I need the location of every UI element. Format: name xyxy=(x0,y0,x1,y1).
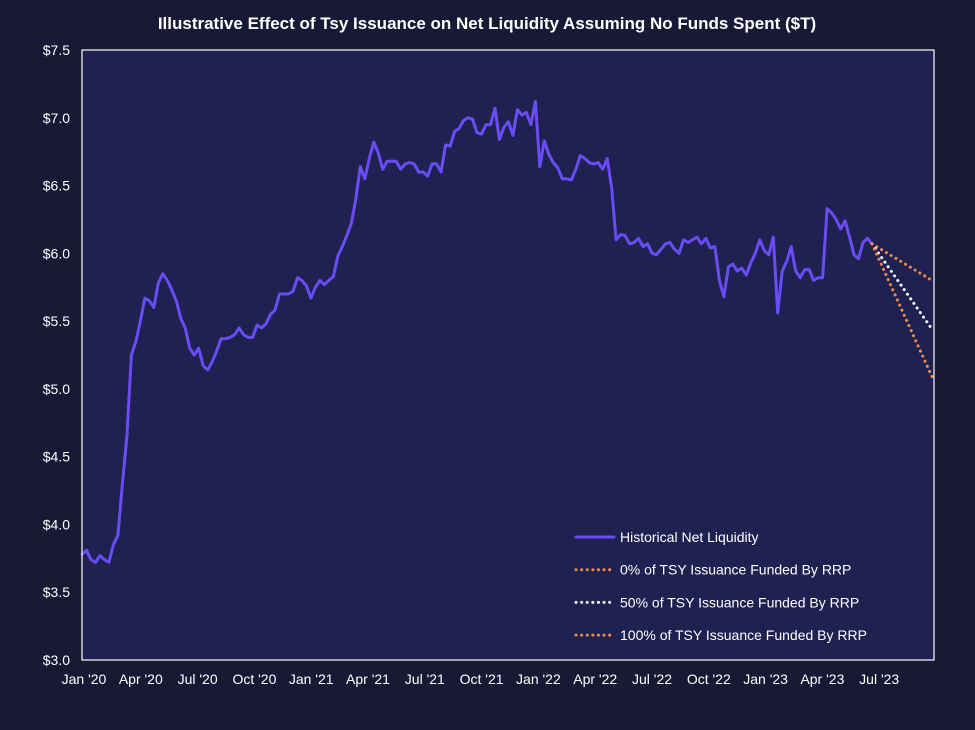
chart-title: Illustrative Effect of Tsy Issuance on N… xyxy=(158,14,816,33)
y-tick-label: $5.0 xyxy=(43,381,70,397)
x-tick-label: Jul '23 xyxy=(859,671,899,687)
y-axis: $3.0 $3.5 $4.0 $4.5 $5.0 $5.5 $6.0 $6.5 $7.0 $7.5 xyxy=(43,42,70,668)
y-tick-label: $4.5 xyxy=(43,449,70,465)
x-tick-label: Jul '20 xyxy=(178,671,218,687)
x-tick-label: Jan '20 xyxy=(62,671,107,687)
series-layer xyxy=(80,100,934,564)
series-line-scenario-50pct xyxy=(870,242,934,331)
series-line-scenario-0pct xyxy=(870,242,934,282)
x-tick-label: Apr '23 xyxy=(800,671,844,687)
x-tick-label: Jan '22 xyxy=(516,671,561,687)
legend-label: 0% of TSY Issuance Funded By RRP xyxy=(620,562,851,578)
plot-area xyxy=(82,50,934,660)
x-tick-label: Oct '20 xyxy=(232,671,276,687)
x-tick-label: Oct '22 xyxy=(687,671,731,687)
legend: Historical Net Liquidity 0% of TSY Issuan… xyxy=(574,529,867,643)
y-tick-label: $4.0 xyxy=(43,516,70,532)
series-line-scenario-100pct xyxy=(870,242,934,379)
x-tick-label: Jan '21 xyxy=(289,671,334,687)
y-tick-label: $3.5 xyxy=(43,584,70,600)
series-line-historical-net-liquidity xyxy=(80,100,874,564)
y-tick-label: $7.0 xyxy=(43,110,70,126)
x-tick-label: Apr '21 xyxy=(346,671,390,687)
y-tick-label: $6.5 xyxy=(43,178,70,194)
x-tick-label: Oct '21 xyxy=(460,671,504,687)
legend-label: Historical Net Liquidity xyxy=(620,529,759,545)
legend-label: 100% of TSY Issuance Funded By RRP xyxy=(620,627,867,643)
x-tick-label: Apr '20 xyxy=(119,671,163,687)
x-tick-label: Jul '21 xyxy=(405,671,445,687)
x-tick-label: Jul '22 xyxy=(632,671,672,687)
x-tick-label: Apr '22 xyxy=(573,671,617,687)
y-tick-label: $5.5 xyxy=(43,313,70,329)
y-tick-label: $7.5 xyxy=(43,42,70,58)
x-axis: Jan '20 Apr '20 Jul '20 Oct '20 Jan '21 Apr '… xyxy=(62,671,900,687)
x-tick-label: Jan '23 xyxy=(743,671,788,687)
y-tick-label: $6.0 xyxy=(43,245,70,261)
y-tick-label: $3.0 xyxy=(43,652,70,668)
legend-label: 50% of TSY Issuance Funded By RRP xyxy=(620,594,859,610)
plot-frame xyxy=(81,49,935,661)
